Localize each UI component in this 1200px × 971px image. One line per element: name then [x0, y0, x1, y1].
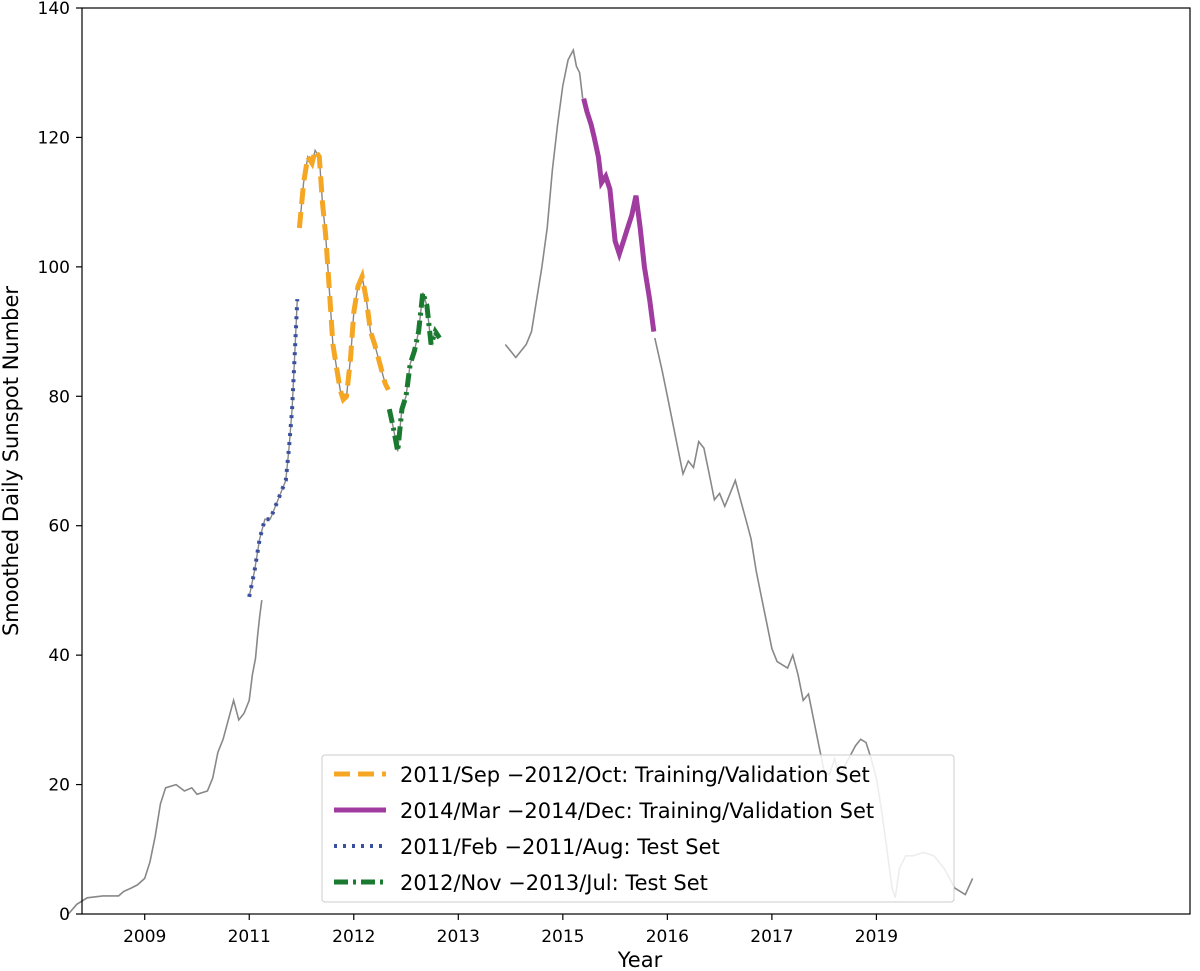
x-tick-label: 2011 — [228, 927, 271, 947]
x-axis-label: Year — [617, 948, 663, 971]
x-tick-label: 2019 — [855, 927, 898, 947]
series-line-1 — [581, 97, 657, 332]
y-tick-label: 20 — [48, 776, 70, 796]
legend-label-2: 2011/Feb −2011/Aug: Test Set — [400, 835, 720, 859]
y-tick-label: 40 — [48, 646, 70, 666]
legend-box — [321, 754, 955, 903]
y-tick-label: 140 — [38, 0, 70, 19]
x-axis: 2009 2011 2012 2013 2015 2016 2017 2019 — [123, 914, 898, 947]
series-underlay-3 — [388, 292, 441, 452]
background-line-early — [67, 599, 263, 915]
y-tick-label: 120 — [38, 128, 70, 148]
y-tick-label: 100 — [38, 258, 70, 278]
y-tick-label: 80 — [48, 387, 70, 407]
y-axis-label: Smoothed Daily Sunspot Number — [0, 286, 23, 636]
y-axis: 0 20 40 60 80 100 120 140 — [38, 0, 82, 925]
legend: 2011/Sep −2012/Oct: Training/Validation … — [321, 754, 955, 903]
series-underlay-0 — [298, 148, 389, 401]
y-tick-label: 60 — [48, 517, 70, 537]
x-tick-label: 2009 — [123, 927, 166, 947]
series-line-2 — [247, 299, 300, 598]
legend-label-0: 2011/Sep −2012/Oct: Training/Validation … — [400, 763, 870, 787]
legend-label-1: 2014/Mar −2014/Dec: Training/Validation … — [400, 799, 874, 823]
x-tick-label: 2012 — [332, 927, 375, 947]
plot-frame — [81, 7, 1191, 915]
x-tick-label: 2017 — [750, 927, 793, 947]
legend-label-3: 2012/Nov −2013/Jul: Test Set — [400, 871, 708, 895]
x-tick-label: 2015 — [541, 927, 584, 947]
series-line-0 — [296, 144, 391, 405]
plot-lines — [67, 47, 974, 915]
series-line-3 — [386, 291, 442, 452]
background-line-mid — [504, 47, 584, 359]
y-tick-label: 0 — [59, 905, 70, 925]
x-tick-label: 2016 — [646, 927, 689, 947]
x-tick-label: 2013 — [437, 927, 480, 947]
